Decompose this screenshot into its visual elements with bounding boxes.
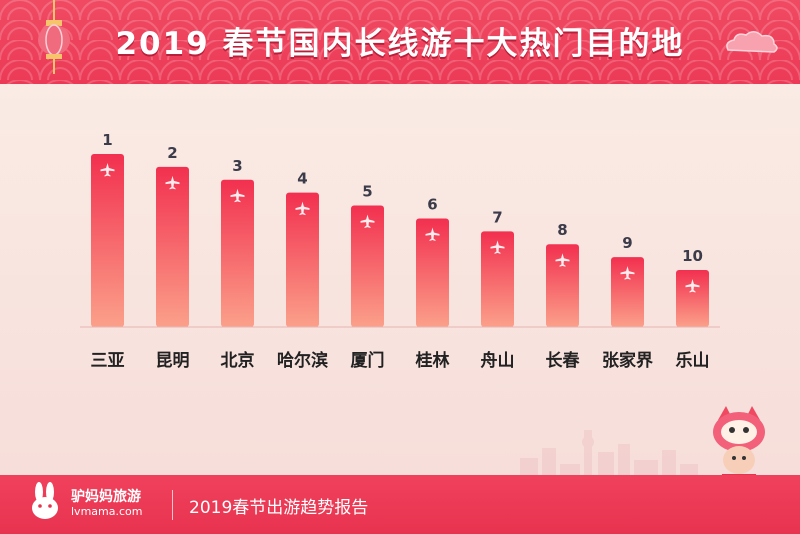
category-label: 桂林 bbox=[415, 350, 450, 371]
rank-label: 10 bbox=[682, 247, 703, 265]
bar-6 bbox=[416, 218, 449, 327]
rank-label: 3 bbox=[232, 157, 242, 175]
rank-label: 5 bbox=[362, 183, 372, 201]
bar-7 bbox=[481, 231, 514, 327]
plane-icon bbox=[490, 240, 505, 254]
bar-2 bbox=[156, 166, 189, 327]
footer-band bbox=[0, 475, 800, 534]
rank-label: 4 bbox=[297, 170, 307, 188]
plane-icon bbox=[230, 188, 245, 203]
plane-icon bbox=[620, 266, 635, 280]
rank-label: 6 bbox=[427, 195, 437, 213]
page-title: 2019 春节国内长线游十大热门目的地 bbox=[115, 26, 685, 62]
bar-5 bbox=[351, 205, 384, 327]
bar-9 bbox=[611, 257, 644, 327]
bar-8 bbox=[546, 244, 579, 327]
rank-label: 9 bbox=[622, 234, 632, 252]
category-label: 北京 bbox=[221, 350, 255, 371]
plane-icon bbox=[165, 175, 180, 190]
rabbit-logo-icon bbox=[32, 482, 58, 519]
category-label: 乐山 bbox=[676, 351, 710, 371]
footer-divider bbox=[172, 490, 173, 520]
category-label: 长春 bbox=[546, 350, 580, 371]
bar-1 bbox=[91, 154, 124, 327]
rank-label: 1 bbox=[102, 131, 112, 149]
header-wave-pattern bbox=[0, 0, 800, 84]
category-label: 三亚 bbox=[91, 351, 125, 371]
rank-label: 7 bbox=[492, 208, 502, 226]
report-title: 2019春节出游趋势报告 bbox=[189, 498, 369, 518]
cloud-icon bbox=[726, 31, 778, 53]
bar-10 bbox=[676, 270, 709, 327]
category-label: 张家界 bbox=[602, 350, 653, 371]
plane-icon bbox=[100, 163, 115, 177]
plane-icon bbox=[360, 214, 375, 229]
bar-4 bbox=[286, 192, 319, 327]
lantern-icon bbox=[38, 0, 70, 74]
brand-url: lvmama.com bbox=[71, 505, 143, 518]
category-label: 舟山 bbox=[481, 350, 515, 371]
plane-icon bbox=[555, 253, 570, 267]
plane-icon bbox=[685, 279, 700, 293]
category-label: 厦门 bbox=[351, 350, 385, 371]
bar-3 bbox=[221, 179, 254, 327]
rank-label: 2 bbox=[167, 144, 177, 162]
rank-label: 8 bbox=[557, 221, 567, 239]
plane-icon bbox=[295, 201, 310, 216]
bars-layer: 1 三亚 2 昆明 3 北京 4 哈尔滨 5 厦门 6 桂林 7 舟山 8 长春 9 张家界 10 乐山 bbox=[91, 131, 710, 371]
category-label: 昆明 bbox=[156, 351, 190, 371]
plane-icon bbox=[425, 227, 440, 241]
category-label: 哈尔滨 bbox=[277, 350, 328, 371]
brand-name: 驴妈妈旅游 bbox=[71, 489, 141, 505]
